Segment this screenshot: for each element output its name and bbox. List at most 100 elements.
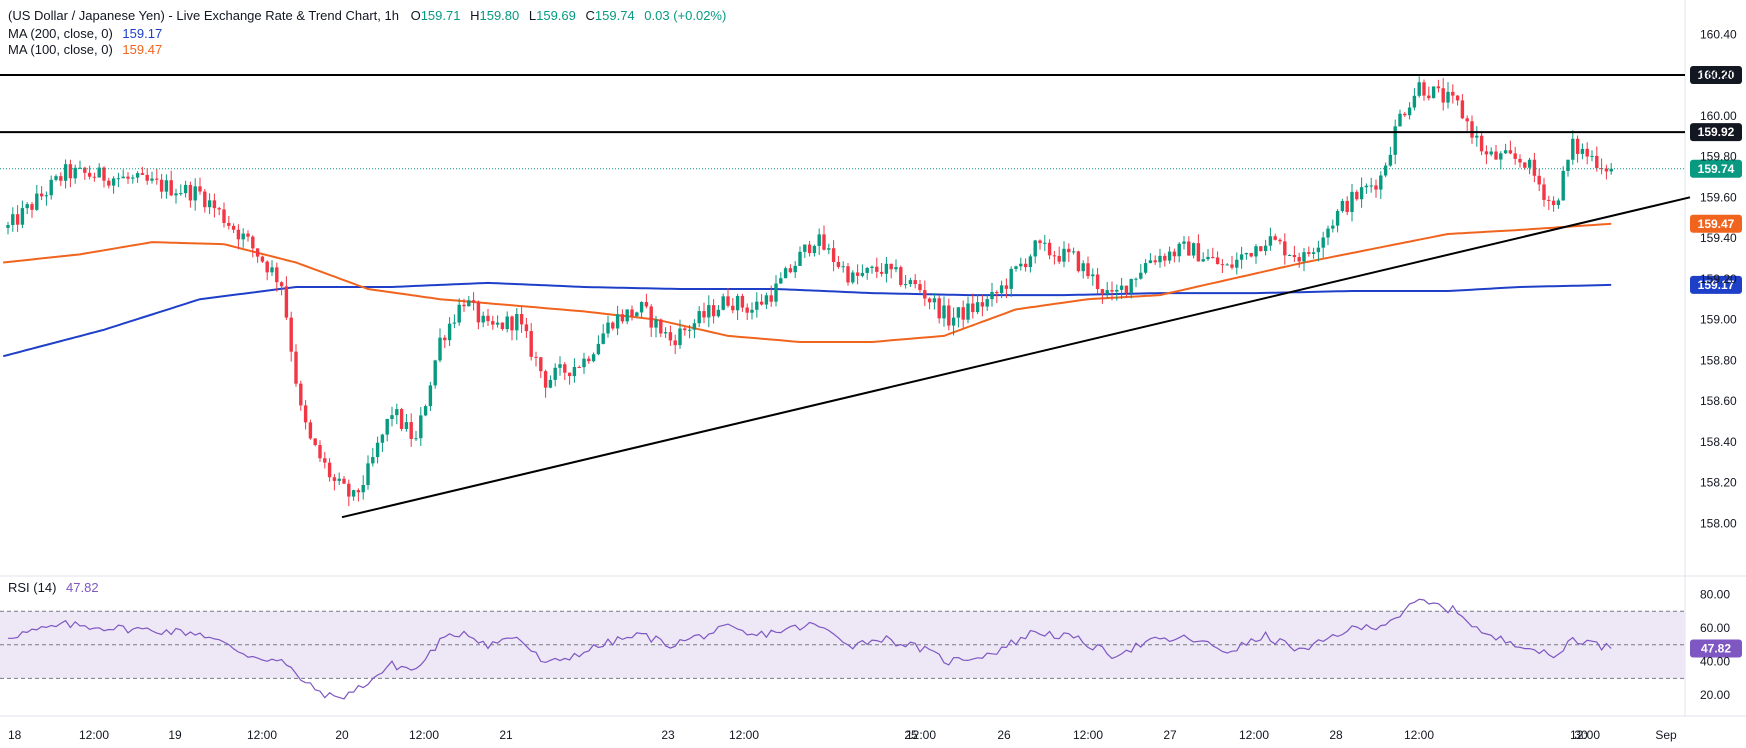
candle-body [471,300,476,303]
candle-body [764,295,769,305]
candle-body [918,284,922,291]
candle-body [1211,256,1215,258]
time-tick-label: 12:00 [409,728,439,742]
candle-body [433,360,437,386]
candle-body [116,178,121,180]
candle-body [1532,159,1537,176]
candle-body [961,307,965,320]
candle-body [1143,263,1148,273]
candle-body [126,176,130,179]
candle-body [1359,187,1364,200]
candle-body [572,366,577,377]
candle-body [1081,263,1085,272]
candle-body [1494,151,1498,160]
rsi-tick-label: 40.00 [1700,655,1730,669]
candle-body [1019,263,1023,267]
candle-body [375,442,380,458]
candle-body [1095,274,1100,290]
candle-body [30,204,34,210]
time-tick-label: 28 [1329,728,1343,742]
candle-body [683,328,687,331]
legend-title: (US Dollar / Japanese Yen) - Live Exchan… [8,8,726,23]
candle-body [615,314,620,329]
candle-body [966,303,970,320]
candle-body [1153,260,1157,263]
legend-ma100: MA (100, close, 0) 159.47 [8,42,162,57]
candle-body [1100,289,1105,295]
candle-body [20,208,25,225]
rsi-line [8,598,1612,700]
candle-body [596,343,601,355]
price-tick-label: 160.00 [1700,109,1737,123]
candle-body [822,234,826,250]
candle-body [927,298,932,303]
candle-body [111,178,116,186]
candle-body [639,302,644,313]
candle-body [1206,256,1210,260]
support-trendline[interactable] [341,196,1691,519]
candle-body [1311,252,1316,254]
candle-body [620,314,625,322]
candle-body [140,173,145,175]
candle-body [1263,245,1268,252]
candle-body [495,322,500,325]
price-tick-label: 160.40 [1700,27,1737,41]
candle-body [164,180,169,192]
candle-body [870,266,874,268]
candle-body [78,167,82,169]
candle-body [1172,251,1177,257]
candle-body [654,319,658,328]
candle-body [567,372,572,377]
time-tick-label: 26 [997,728,1011,742]
candle-body [577,366,581,368]
candle-body [1230,264,1234,268]
candle-body [903,284,908,286]
candle-body [1239,254,1244,260]
candle-body [1590,155,1594,157]
candle-body [1225,264,1229,266]
candle-body [500,322,505,330]
candle-body [308,422,313,439]
candle-body [697,311,701,324]
candle-body [1479,135,1484,152]
candle-body [1148,260,1153,264]
ohlc-h-value: 159.80 [479,8,519,23]
candle-body [1436,86,1441,89]
time-tick-label: 21 [499,728,513,742]
rsi-tick-label: 20.00 [1700,688,1730,702]
candle-body [1431,86,1436,99]
candle-body [44,195,49,197]
candle-body [183,184,188,194]
time-tick-label: 27 [1163,728,1177,742]
rsi-tick-label: 80.00 [1700,587,1730,601]
candle-body [1057,255,1061,262]
candle-body [1158,255,1162,263]
price-tick-label: 159.20 [1700,272,1737,286]
candle-body [1575,138,1580,154]
candle-body [1350,191,1354,213]
candle-body [1455,95,1460,101]
candle-body [601,333,605,344]
candle-body [423,406,428,416]
candle-body [1441,88,1445,103]
candle-body [731,305,735,311]
candle-body [889,263,893,270]
candle-body [793,265,797,273]
candle-body [1561,170,1565,201]
candle-body [1244,252,1249,255]
symbol-title: (US Dollar / Japanese Yen) - Live Exchan… [8,8,399,23]
ohlc-change: 0.03 (+0.02%) [644,8,726,23]
level-price-label: 159.92 [1698,125,1735,139]
candle-body [92,176,97,178]
candle-body [419,415,423,439]
candle-body [587,358,591,362]
candle-body [1292,254,1297,258]
candle-body [318,445,322,459]
candle-body [327,462,332,478]
time-tick-label: 12:00 [1404,728,1434,742]
candle-body [908,280,913,285]
time-tick-label: 18 [8,728,22,742]
candle-body [1407,107,1412,116]
candle-body [774,283,778,302]
